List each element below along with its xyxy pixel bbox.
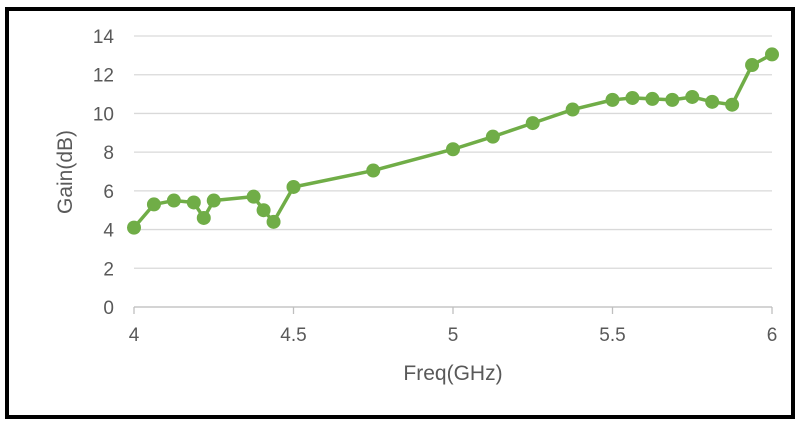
y-tick-label: 14 <box>93 27 115 48</box>
data-point <box>705 94 720 109</box>
data-point <box>186 195 201 210</box>
y-tick-label: 6 <box>103 182 114 203</box>
data-point <box>645 91 660 106</box>
data-point <box>256 203 271 218</box>
data-point <box>196 210 211 225</box>
y-tick-label: 4 <box>103 221 114 242</box>
series-line <box>132 52 773 229</box>
y-tick-label: 2 <box>103 259 114 280</box>
chart-frame <box>5 7 795 419</box>
data-point <box>246 189 261 204</box>
data-point <box>266 214 281 229</box>
data-point <box>725 97 740 112</box>
data-point <box>565 102 580 117</box>
data-point <box>765 47 779 62</box>
gridlines <box>134 35 772 308</box>
y-tick-label: 0 <box>103 298 114 319</box>
data-point <box>525 116 540 131</box>
data-point <box>625 90 640 105</box>
y-axis-title: Gain(dB) <box>54 130 77 214</box>
data-point <box>485 129 500 144</box>
data-point <box>446 142 460 157</box>
y-axis-ticks: 0 2 4 6 8 10 12 14 <box>93 27 115 319</box>
x-axis-title: Freq(GHz) <box>403 362 502 385</box>
x-axis-ticks: 4 4.5 5 5.5 6 <box>129 307 778 346</box>
x-tick-label: 4 <box>129 325 140 346</box>
y-tick-label: 10 <box>93 104 114 125</box>
series-group <box>127 47 779 235</box>
y-tick-label: 12 <box>93 66 114 87</box>
data-point <box>146 197 161 212</box>
x-tick-label: 5 <box>448 325 459 346</box>
x-tick-label: 6 <box>767 325 778 346</box>
data-point <box>665 92 680 107</box>
y-tick-label: 8 <box>103 143 114 164</box>
x-tick-label: 5.5 <box>599 325 625 346</box>
data-point <box>605 92 620 107</box>
data-point <box>127 220 141 235</box>
data-point <box>366 163 381 178</box>
x-tick-label: 4.5 <box>280 325 306 346</box>
data-point <box>286 179 301 194</box>
data-point <box>685 89 700 104</box>
data-point <box>745 58 760 73</box>
data-point <box>166 193 181 208</box>
data-point <box>206 193 221 208</box>
